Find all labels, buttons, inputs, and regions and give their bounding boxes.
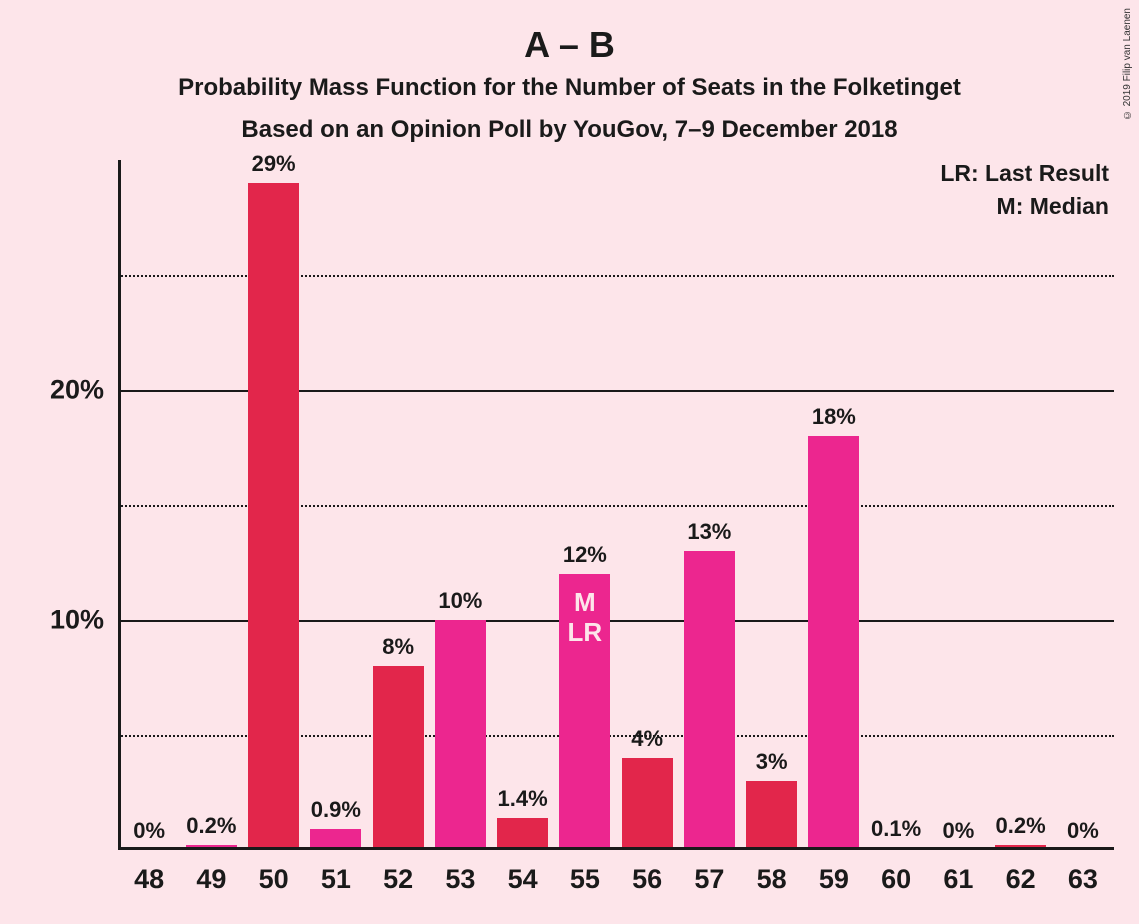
bar-label-53: 10% <box>438 588 482 620</box>
ytick-label-10: 10% <box>50 605 118 636</box>
xtick-label-58: 58 <box>757 850 787 895</box>
xtick-label-49: 49 <box>196 850 226 895</box>
bar-label-56: 4% <box>631 726 663 758</box>
xtick-label-54: 54 <box>508 850 538 895</box>
bar-label-49: 0.2% <box>186 813 236 845</box>
bar-label-50: 29% <box>252 151 296 183</box>
chart-title: A – B <box>0 24 1139 66</box>
bar-50: 29% <box>248 183 299 850</box>
chart-subtitle-2: Based on an Opinion Poll by YouGov, 7–9 … <box>0 116 1139 144</box>
bar-label-51: 0.9% <box>311 797 361 829</box>
pmf-bar-chart: 10%20%0%0.2%29%0.9%8%10%1.4%12%MLR4%13%3… <box>118 160 1114 850</box>
bar-label-59: 18% <box>812 404 856 436</box>
bar-label-63: 0% <box>1067 818 1099 850</box>
xtick-label-51: 51 <box>321 850 351 895</box>
plot-area: 10%20%0%0.2%29%0.9%8%10%1.4%12%MLR4%13%3… <box>118 160 1114 850</box>
xtick-label-59: 59 <box>819 850 849 895</box>
bar-56: 4% <box>622 758 673 850</box>
bar-label-48: 0% <box>133 818 165 850</box>
chart-subtitle-1: Probability Mass Function for the Number… <box>0 74 1139 102</box>
xtick-label-50: 50 <box>259 850 289 895</box>
bar-57: 13% <box>684 551 735 850</box>
y-axis <box>118 160 121 850</box>
bar-label-52: 8% <box>382 634 414 666</box>
ytick-label-20: 20% <box>50 375 118 406</box>
bar-label-55: 12% <box>563 542 607 574</box>
bar-54: 1.4% <box>497 818 548 850</box>
bar-label-57: 13% <box>687 519 731 551</box>
xtick-label-53: 53 <box>445 850 475 895</box>
copyright-text: © 2019 Filip van Laenen <box>1122 8 1133 120</box>
xtick-label-56: 56 <box>632 850 662 895</box>
xtick-label-57: 57 <box>694 850 724 895</box>
xtick-label-52: 52 <box>383 850 413 895</box>
bar-53: 10% <box>435 620 486 850</box>
xtick-label-48: 48 <box>134 850 164 895</box>
bar-58: 3% <box>746 781 797 850</box>
bar-label-58: 3% <box>756 749 788 781</box>
bar-label-61: 0% <box>942 818 974 850</box>
xtick-label-55: 55 <box>570 850 600 895</box>
xtick-label-60: 60 <box>881 850 911 895</box>
bar-label-62: 0.2% <box>996 813 1046 845</box>
x-axis <box>118 847 1114 850</box>
bar-52: 8% <box>373 666 424 850</box>
xtick-label-61: 61 <box>943 850 973 895</box>
bar-inner-label-55: MLR <box>568 588 603 648</box>
xtick-label-63: 63 <box>1068 850 1098 895</box>
bar-59: 18% <box>808 436 859 850</box>
xtick-label-62: 62 <box>1006 850 1036 895</box>
bar-55: 12%MLR <box>559 574 610 850</box>
bar-label-60: 0.1% <box>871 816 921 848</box>
bar-label-54: 1.4% <box>498 786 548 818</box>
